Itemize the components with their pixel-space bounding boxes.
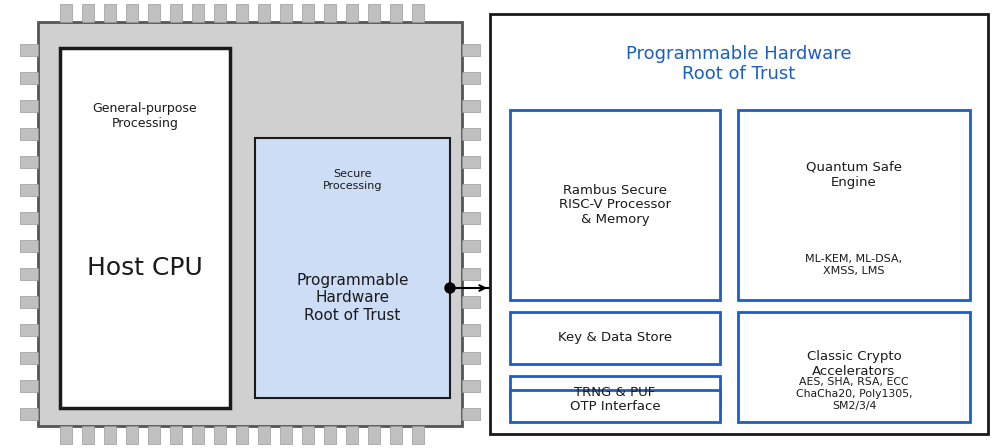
Bar: [20, 72, 38, 84]
Bar: [82, 4, 94, 22]
Text: Secure
Processing: Secure Processing: [323, 169, 382, 191]
Bar: [20, 380, 38, 392]
Bar: [258, 426, 270, 444]
Circle shape: [445, 283, 455, 293]
Bar: [462, 352, 480, 364]
Bar: [236, 426, 248, 444]
Text: Rambus Secure
RISC-V Processor
& Memory: Rambus Secure RISC-V Processor & Memory: [559, 184, 671, 227]
Bar: [302, 4, 314, 22]
Bar: [510, 110, 720, 300]
Text: General-purpose
Processing: General-purpose Processing: [93, 102, 197, 130]
Bar: [60, 48, 230, 408]
Bar: [20, 408, 38, 420]
Bar: [462, 128, 480, 140]
Bar: [510, 390, 720, 422]
Bar: [462, 240, 480, 252]
Bar: [738, 312, 970, 422]
Bar: [346, 426, 358, 444]
Bar: [390, 4, 402, 22]
Text: ML-KEM, ML-DSA,
XMSS, LMS: ML-KEM, ML-DSA, XMSS, LMS: [805, 254, 903, 276]
Text: Host CPU: Host CPU: [87, 256, 203, 280]
Bar: [236, 4, 248, 22]
Text: Key & Data Store: Key & Data Store: [558, 332, 672, 345]
Bar: [148, 4, 160, 22]
Bar: [214, 4, 226, 22]
Bar: [510, 376, 720, 408]
Bar: [462, 212, 480, 224]
Text: OTP Interface: OTP Interface: [570, 400, 660, 413]
Bar: [412, 426, 424, 444]
Bar: [368, 426, 380, 444]
Bar: [20, 296, 38, 308]
Bar: [60, 426, 72, 444]
Bar: [104, 4, 116, 22]
Bar: [462, 156, 480, 168]
Bar: [20, 212, 38, 224]
Bar: [462, 72, 480, 84]
Text: Programmable
Hardware
Root of Trust: Programmable Hardware Root of Trust: [296, 273, 409, 323]
Bar: [280, 4, 292, 22]
Text: TRNG & PUF: TRNG & PUF: [574, 385, 656, 399]
Bar: [510, 312, 720, 364]
Bar: [104, 426, 116, 444]
Bar: [20, 44, 38, 56]
Bar: [280, 426, 292, 444]
Bar: [258, 4, 270, 22]
Bar: [302, 426, 314, 444]
Bar: [20, 352, 38, 364]
Bar: [462, 296, 480, 308]
Bar: [126, 426, 138, 444]
Bar: [170, 4, 182, 22]
Bar: [170, 426, 182, 444]
Bar: [346, 4, 358, 22]
Bar: [20, 240, 38, 252]
Bar: [490, 14, 988, 434]
Bar: [20, 184, 38, 196]
Bar: [38, 22, 462, 426]
Bar: [324, 426, 336, 444]
Bar: [20, 156, 38, 168]
Bar: [324, 4, 336, 22]
Bar: [390, 426, 402, 444]
Bar: [368, 4, 380, 22]
Bar: [20, 100, 38, 112]
Text: Programmable Hardware
Root of Trust: Programmable Hardware Root of Trust: [626, 45, 852, 83]
Bar: [462, 44, 480, 56]
Text: Classic Crypto
Accelerators: Classic Crypto Accelerators: [807, 350, 901, 378]
Bar: [462, 184, 480, 196]
Text: Quantum Safe
Engine: Quantum Safe Engine: [806, 161, 902, 189]
Bar: [412, 4, 424, 22]
Bar: [738, 110, 970, 300]
Bar: [462, 324, 480, 336]
Bar: [192, 4, 204, 22]
Bar: [82, 426, 94, 444]
Bar: [462, 380, 480, 392]
Bar: [126, 4, 138, 22]
Bar: [214, 426, 226, 444]
Bar: [60, 4, 72, 22]
Bar: [255, 138, 450, 398]
Bar: [462, 408, 480, 420]
Bar: [20, 128, 38, 140]
Bar: [148, 426, 160, 444]
Bar: [462, 100, 480, 112]
Bar: [462, 268, 480, 280]
Bar: [20, 324, 38, 336]
Text: AES, SHA, RSA, ECC
ChaCha20, Poly1305,
SM2/3/4: AES, SHA, RSA, ECC ChaCha20, Poly1305, S…: [796, 377, 912, 411]
Bar: [192, 426, 204, 444]
Bar: [20, 268, 38, 280]
